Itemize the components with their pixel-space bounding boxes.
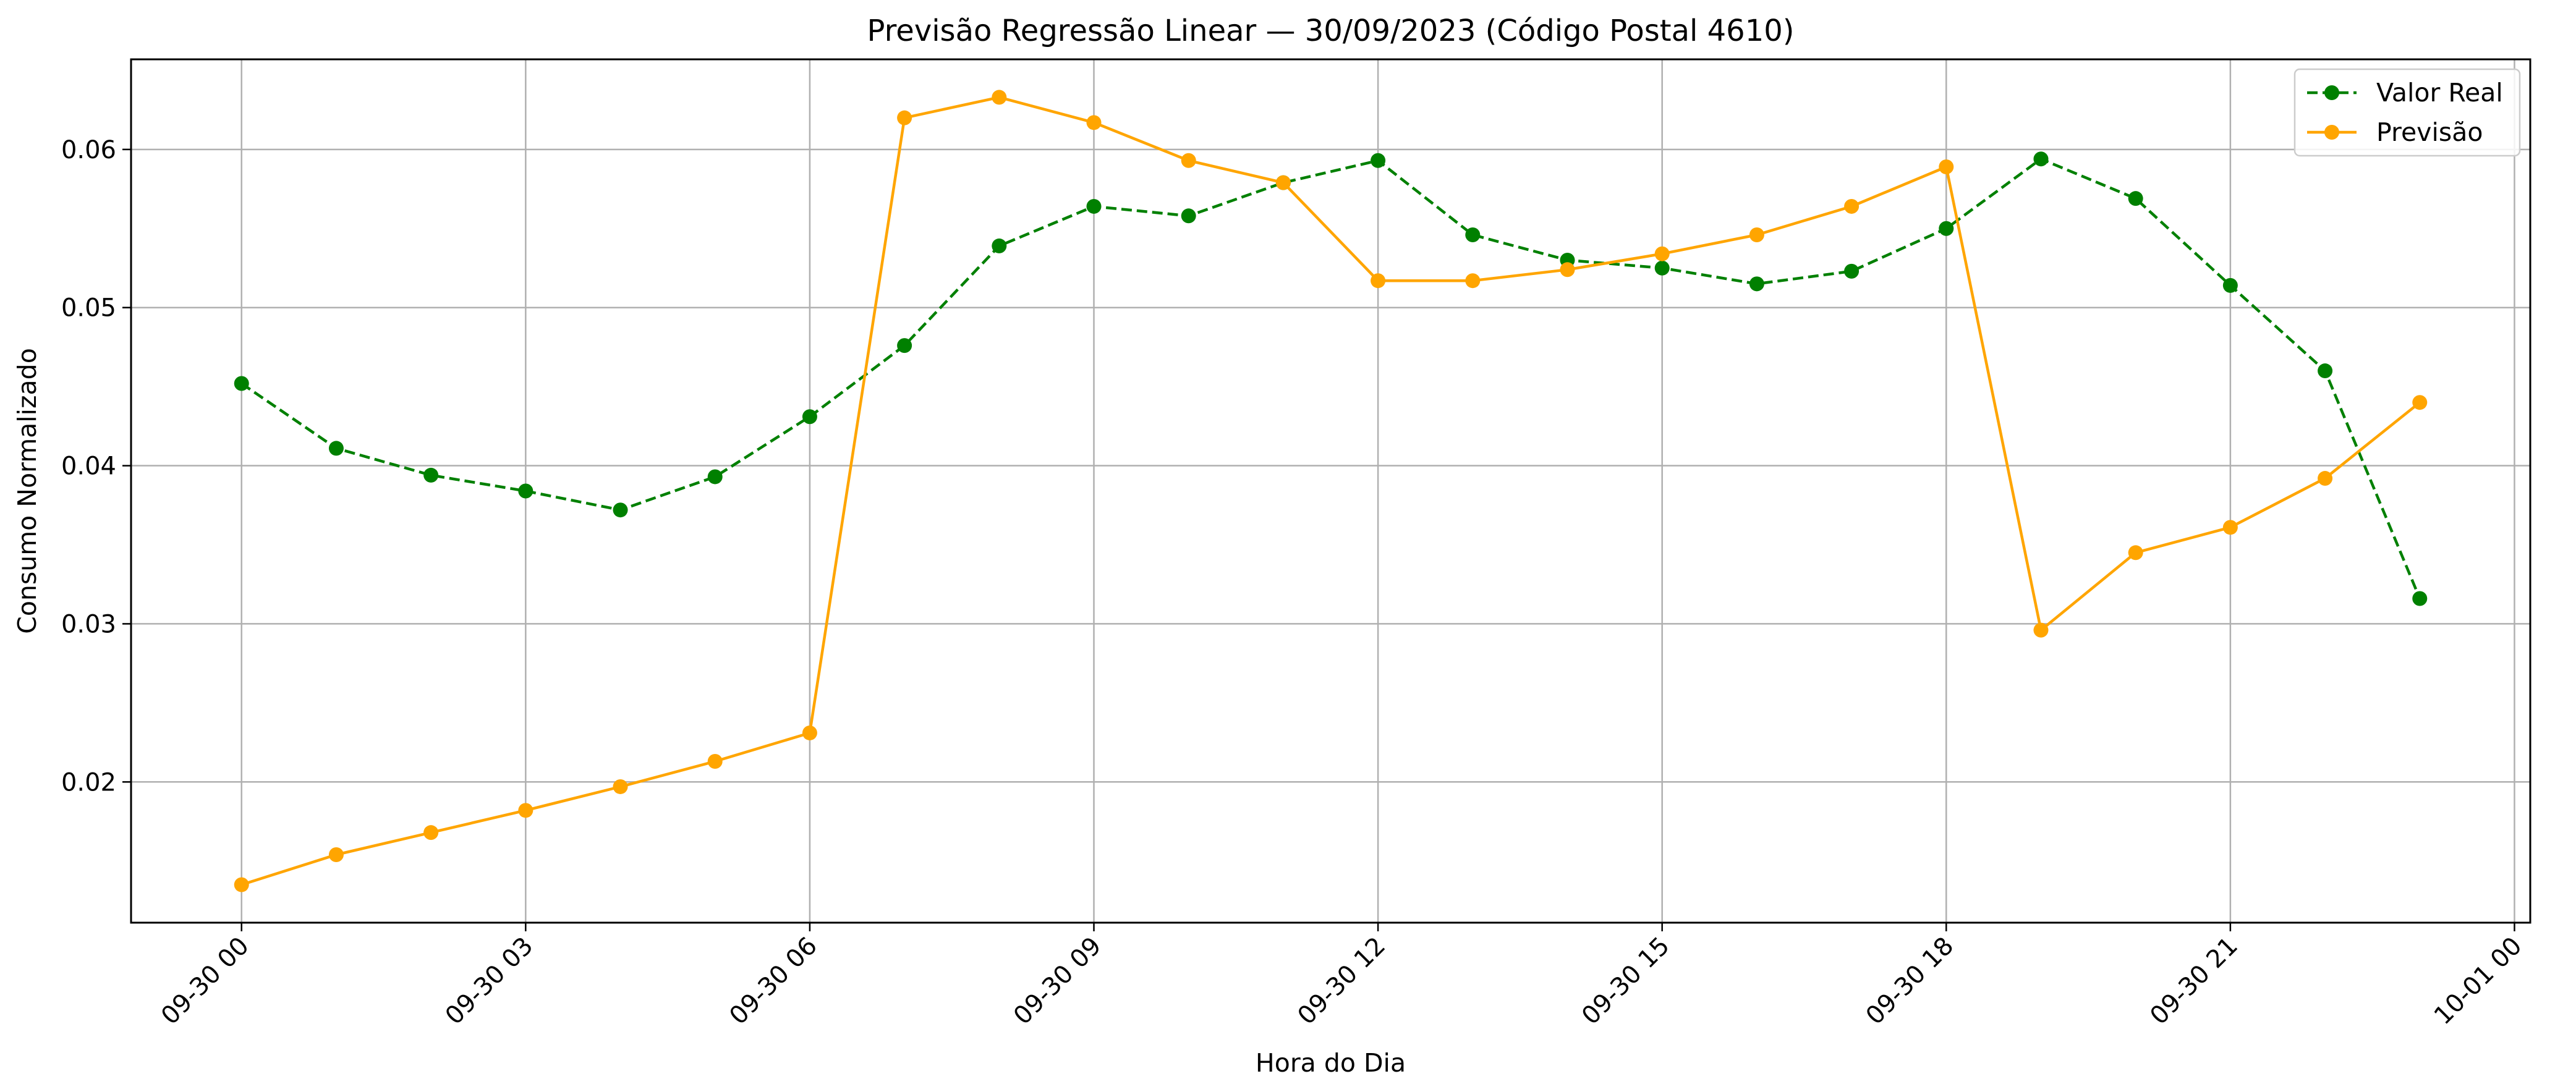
data-point-valor-real bbox=[1749, 276, 1764, 292]
data-point-previsao bbox=[1844, 198, 1860, 214]
grid-lines bbox=[131, 59, 2530, 923]
data-point-valor-real bbox=[802, 409, 817, 425]
data-point-previsao bbox=[1181, 153, 1196, 168]
data-point-previsao bbox=[707, 754, 723, 769]
data-point-previsao bbox=[2318, 471, 2333, 486]
data-point-valor-real bbox=[2128, 191, 2143, 206]
x-axis-label: Hora do Dia bbox=[1256, 1048, 1406, 1078]
data-point-valor-real bbox=[707, 469, 723, 485]
legend: Valor Real Previsão bbox=[2293, 68, 2521, 157]
y-tick-label: 0.05 bbox=[61, 294, 116, 323]
data-point-previsao bbox=[2033, 622, 2049, 638]
data-point-valor-real bbox=[2412, 591, 2428, 606]
legend-box bbox=[2293, 68, 2521, 157]
data-point-previsao bbox=[328, 847, 344, 862]
data-point-previsao bbox=[1654, 246, 1670, 261]
plot-frame bbox=[130, 58, 2531, 924]
data-point-previsao bbox=[1371, 273, 1386, 289]
data-point-previsao bbox=[1560, 262, 1575, 277]
data-point-valor-real bbox=[1181, 208, 1196, 224]
data-point-previsao bbox=[2222, 520, 2238, 535]
data-point-valor-real bbox=[992, 238, 1007, 253]
data-point-valor-real bbox=[1086, 198, 1102, 214]
data-point-valor-real bbox=[423, 467, 439, 483]
legend-label: Valor Real bbox=[2376, 78, 2503, 108]
data-point-previsao bbox=[1939, 159, 1954, 174]
legend-marker bbox=[2324, 85, 2339, 100]
data-point-valor-real bbox=[613, 502, 628, 518]
data-point-previsao bbox=[234, 877, 249, 892]
data-point-valor-real bbox=[2033, 151, 2049, 167]
chart-title: Previsão Regressão Linear — 30/09/2023 (… bbox=[867, 14, 1795, 48]
data-point-valor-real bbox=[328, 441, 344, 456]
series-line-previsao bbox=[241, 96, 2421, 886]
data-point-valor-real bbox=[897, 338, 912, 353]
data-point-valor-real bbox=[1465, 227, 1481, 243]
data-point-valor-real bbox=[1654, 260, 1670, 276]
data-point-previsao bbox=[2128, 545, 2143, 561]
series-line-valor-real bbox=[240, 157, 2421, 599]
legend-marker bbox=[2324, 125, 2339, 140]
y-tick-label: 0.02 bbox=[61, 768, 116, 797]
data-point-previsao bbox=[2412, 395, 2428, 410]
y-tick-label: 0.06 bbox=[61, 136, 116, 164]
data-point-valor-real bbox=[1844, 263, 1860, 279]
data-point-previsao bbox=[1275, 175, 1291, 190]
data-point-previsao bbox=[802, 725, 817, 740]
data-point-previsao bbox=[613, 779, 628, 794]
data-point-previsao bbox=[1086, 115, 1102, 130]
y-tick-label: 0.04 bbox=[61, 452, 116, 481]
data-point-valor-real bbox=[1371, 153, 1386, 168]
legend-label: Previsão bbox=[2376, 117, 2483, 147]
data-point-valor-real bbox=[234, 376, 249, 391]
y-axis-label: Consumo Normalizado bbox=[12, 348, 42, 634]
data-point-previsao bbox=[1749, 227, 1764, 243]
data-point-valor-real bbox=[1939, 221, 1954, 236]
data-point-previsao bbox=[897, 110, 912, 125]
data-point-previsao bbox=[1465, 273, 1481, 289]
data-point-valor-real bbox=[518, 483, 533, 499]
data-point-valor-real bbox=[2318, 363, 2333, 379]
data-point-valor-real bbox=[2222, 277, 2238, 293]
data-point-previsao bbox=[423, 825, 439, 840]
y-tick-label: 0.03 bbox=[61, 610, 116, 638]
data-point-previsao bbox=[992, 90, 1007, 105]
data-point-previsao bbox=[518, 803, 533, 818]
series-layer bbox=[234, 90, 2428, 892]
